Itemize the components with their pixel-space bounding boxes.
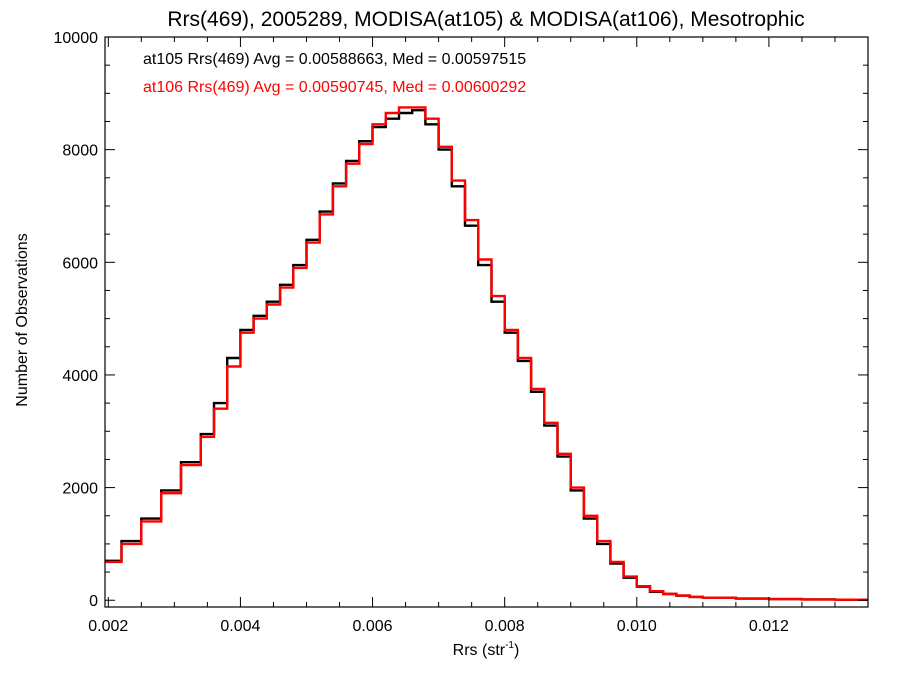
x-axis-ticks: 0.002 0.004 0.006 0.008 0.010 0.012	[88, 37, 869, 635]
x-tick-label: 0.004	[220, 618, 260, 635]
legend-entry-at106: at106 Rrs(469) Avg = 0.00590745, Med = 0…	[143, 79, 526, 96]
y-axis-label: Number of Observations	[14, 233, 31, 406]
plot-area	[104, 36, 869, 608]
y-tick-label: 10000	[54, 30, 99, 47]
x-tick-label: 0.006	[353, 618, 393, 635]
x-axis-label: Rrs (str-1)	[453, 640, 520, 659]
series-line-at106	[105, 106, 868, 601]
legend: at105 Rrs(469) Avg = 0.00588663, Med = 0…	[143, 51, 526, 96]
y-axis-ticks: 0 2000 4000 6000 8000 10000	[54, 30, 868, 610]
y-tick-label: 4000	[62, 368, 98, 385]
y-tick-label: 0	[89, 593, 98, 610]
y-tick-label: 8000	[62, 143, 98, 160]
plot-frame	[104, 36, 869, 608]
x-tick-label: 0.002	[88, 618, 128, 635]
chart-title: Rrs(469), 2005289, MODISA(at105) & MODIS…	[167, 8, 804, 31]
y-tick-label: 2000	[62, 481, 98, 498]
x-tick-label: 0.012	[749, 618, 789, 635]
series-line-at105	[105, 109, 868, 601]
x-tick-label: 0.008	[485, 618, 525, 635]
legend-entry-at105: at105 Rrs(469) Avg = 0.00588663, Med = 0…	[143, 51, 526, 68]
y-tick-label: 6000	[62, 255, 98, 272]
x-tick-label: 0.010	[617, 618, 657, 635]
